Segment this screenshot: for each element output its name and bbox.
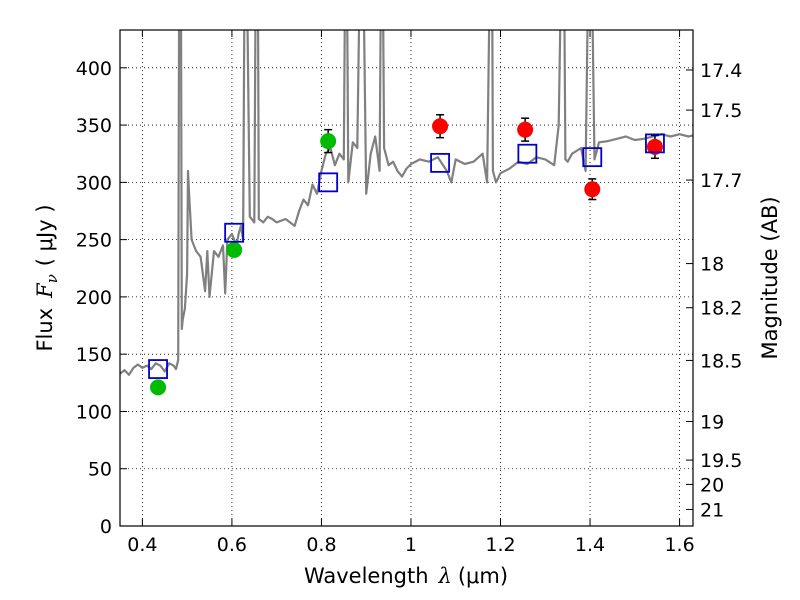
mag-tick-label-5: 18.5 (700, 350, 742, 372)
y-tick-label-4: 200 (76, 287, 112, 309)
mag-tick-label-6: 19 (700, 412, 724, 434)
mag-tick-label-3: 18 (700, 254, 724, 276)
mag-tick-label-8: 20 (700, 474, 724, 496)
x-axis-title-text: Wavelength (304, 564, 429, 588)
data-point-1-1 (517, 121, 534, 138)
model-point-0 (148, 359, 168, 379)
data-point-1-3 (646, 138, 663, 155)
x-tick-label-0: 0.4 (127, 534, 157, 556)
mag-tick-label-7: 19.5 (700, 450, 742, 472)
model-spectrum-line (120, 30, 693, 376)
data-point-0-0 (150, 379, 167, 396)
x-tick-label-3: 1 (405, 534, 417, 556)
x-axis-title: Wavelength λ (μm) (304, 564, 508, 588)
data-point-1-0 (432, 118, 449, 135)
y-ticks: 0 50 100 150 200 250 300 350 400 (76, 58, 127, 538)
y-axis-title-text: Flux (33, 308, 57, 352)
model-point-6 (645, 133, 665, 154)
right-axis-title: Magnitude (AB) (758, 196, 782, 359)
y-tick-label-2: 100 (76, 401, 112, 423)
y-axis-title-symbol: F (33, 282, 57, 299)
model-spectrum-layer (120, 30, 693, 376)
mag-tick-label-2: 17.7 (700, 170, 742, 192)
y-axis-title-unit: ( μJy ) (33, 204, 57, 266)
x-tick-label-5: 1.4 (575, 534, 605, 556)
y-tick-label-5: 250 (76, 230, 112, 252)
y-axis-title: Flux Fν ( μJy ) (33, 204, 61, 351)
model-point-5 (582, 147, 603, 168)
y-tick-label-1: 50 (88, 459, 112, 481)
y-tick-label-3: 150 (76, 344, 112, 366)
x-tick-label-6: 1.6 (664, 534, 694, 556)
x-tick-label-2: 0.8 (306, 534, 336, 556)
x-axis-title-unit: (μm) (458, 564, 508, 588)
mag-tick-label-4: 18.2 (700, 298, 742, 320)
magnitude-ticks: 17.4 17.5 17.7 18 18.2 18.5 19 19.520 21 (686, 60, 742, 521)
y-tick-label-8: 400 (76, 58, 112, 80)
mag-tick-label-0: 17.4 (700, 60, 742, 82)
x-ticks: 0.4 0.6 0.8 1 1.2 1.4 1.6 (127, 30, 695, 556)
markers-layer (148, 114, 665, 396)
data-point-1-2 (584, 181, 601, 198)
plot-background (120, 30, 693, 526)
data-point-0-2 (320, 133, 337, 150)
y-tick-label-6: 300 (76, 172, 112, 194)
grid-lines (120, 30, 693, 527)
model-point-4 (517, 143, 538, 164)
y-tick-label-0: 0 (100, 516, 112, 538)
data-point-0-1 (226, 241, 243, 258)
model-point-3 (430, 152, 450, 173)
plot-frame (119, 29, 694, 527)
mag-tick-label-9: 21 (700, 499, 724, 521)
x-tick-label-1: 0.6 (217, 534, 247, 556)
x-tick-label-4: 1.2 (485, 534, 515, 556)
model-point-1 (224, 222, 245, 243)
x-axis-title-symbol: λ (438, 564, 452, 588)
y-axis-title-sub: ν (43, 274, 61, 283)
mag-tick-label-1: 17.5 (700, 100, 742, 122)
model-point-2 (318, 172, 339, 193)
y-tick-label-7: 350 (76, 115, 112, 137)
